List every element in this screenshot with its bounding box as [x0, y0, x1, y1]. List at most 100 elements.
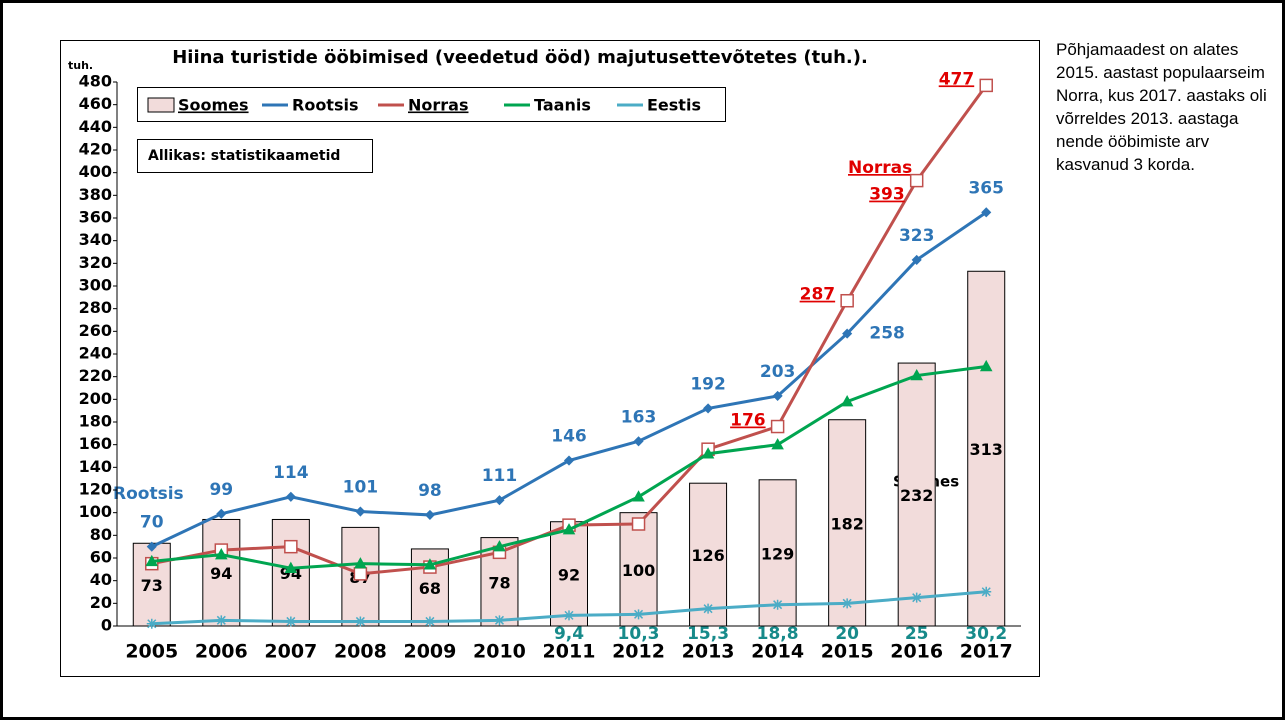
marker [355, 506, 366, 517]
y-tick-label: 140 [79, 457, 112, 476]
marker [772, 390, 783, 401]
y-tick-label: 200 [79, 389, 112, 408]
marker [840, 293, 854, 308]
bar [828, 419, 867, 627]
data-label: 163 [621, 407, 657, 427]
y-tick-label: 160 [79, 434, 112, 453]
data-label: 30,2 [965, 624, 1007, 644]
marker [285, 616, 296, 627]
legend-label: Taanis [534, 96, 591, 115]
marker [979, 78, 993, 93]
marker [423, 558, 437, 570]
x-tick-label: 2011 [543, 641, 596, 663]
data-label: 10,3 [618, 624, 660, 644]
data-label: 98 [418, 481, 442, 501]
y-tick-label: 40 [90, 570, 112, 589]
marker [284, 539, 298, 554]
y-tick-label: 420 [79, 140, 112, 159]
y-tick-label: 480 [79, 72, 112, 91]
data-label: 111 [482, 466, 518, 486]
bar [689, 482, 728, 627]
marker [631, 517, 646, 531]
marker [840, 395, 854, 407]
marker [145, 554, 159, 567]
data-label: 73 [141, 576, 163, 595]
data-label: 114 [273, 463, 309, 483]
data-label: 176 [730, 411, 766, 431]
data-label: 99 [209, 480, 233, 500]
marker [284, 561, 298, 573]
data-label: 68 [419, 579, 441, 598]
y-tick-label: 440 [79, 117, 112, 136]
data-label: 20 [835, 624, 859, 644]
data-label: 232 [900, 486, 933, 505]
y-tick-label: 20 [90, 593, 112, 612]
data-label: 92 [558, 565, 580, 584]
x-tick-label: 2005 [125, 641, 178, 663]
marker [493, 540, 506, 552]
marker [770, 419, 785, 434]
data-label: 182 [830, 514, 863, 533]
marker [285, 491, 296, 502]
marker [562, 523, 576, 535]
annotation: Norras [848, 158, 912, 178]
data-label: 100 [622, 561, 655, 580]
y-tick-label: 60 [90, 548, 112, 567]
bar [202, 518, 241, 627]
legend-label: Eestis [647, 96, 701, 115]
marker [494, 615, 505, 626]
marker [215, 548, 228, 560]
data-label: 78 [488, 573, 510, 592]
annotation: Rootsis [113, 484, 184, 504]
legend-label: Norras [408, 96, 468, 115]
data-label: 365 [968, 178, 1004, 198]
marker [981, 207, 992, 218]
marker [353, 567, 368, 581]
x-tick-label: 2012 [612, 641, 665, 663]
bar [897, 362, 936, 627]
bar [550, 521, 588, 627]
marker [355, 616, 366, 627]
marker [842, 328, 853, 339]
y-tick-label: 220 [79, 366, 112, 385]
data-label: 126 [691, 546, 724, 565]
y-tick-label: 240 [79, 344, 112, 363]
marker [981, 586, 992, 597]
legend-label: Soomes [178, 96, 249, 115]
data-label: 258 [869, 324, 905, 344]
y-tick-label: 180 [79, 412, 112, 431]
side-text: Põhjamaadest on alates 2015. aastast pop… [1056, 40, 1267, 174]
x-tick-label: 2017 [960, 641, 1013, 663]
data-label: 129 [761, 544, 794, 563]
marker [424, 616, 435, 627]
data-label: 287 [800, 285, 836, 305]
marker [564, 610, 574, 621]
y-tick-label: 260 [79, 321, 112, 340]
marker [494, 495, 505, 506]
chart-title: Hiina turistide ööbimised (veedetud ööd)… [172, 47, 868, 68]
source: Allikas: statistikaametid [148, 148, 340, 164]
y-tick-label: 100 [79, 502, 112, 521]
x-tick-label: 2014 [751, 641, 804, 663]
marker [842, 598, 853, 609]
source-box [137, 139, 373, 173]
marker [216, 615, 227, 626]
marker [909, 173, 924, 188]
data-label: 203 [760, 362, 796, 382]
x-tick-label: 2007 [264, 641, 317, 663]
marker [979, 359, 993, 372]
data-label: 25 [905, 624, 929, 644]
marker [424, 509, 435, 520]
marker [772, 599, 783, 610]
x-tick-label: 2008 [334, 641, 387, 663]
y-tick-label: 80 [90, 525, 112, 544]
bar [619, 512, 658, 627]
data-label: 393 [869, 185, 905, 205]
data-label: 70 [140, 513, 164, 533]
y-tick-label: 340 [79, 230, 112, 249]
x-tick-label: 2006 [195, 641, 248, 663]
marker [771, 438, 784, 450]
data-label: 18,8 [757, 624, 799, 644]
